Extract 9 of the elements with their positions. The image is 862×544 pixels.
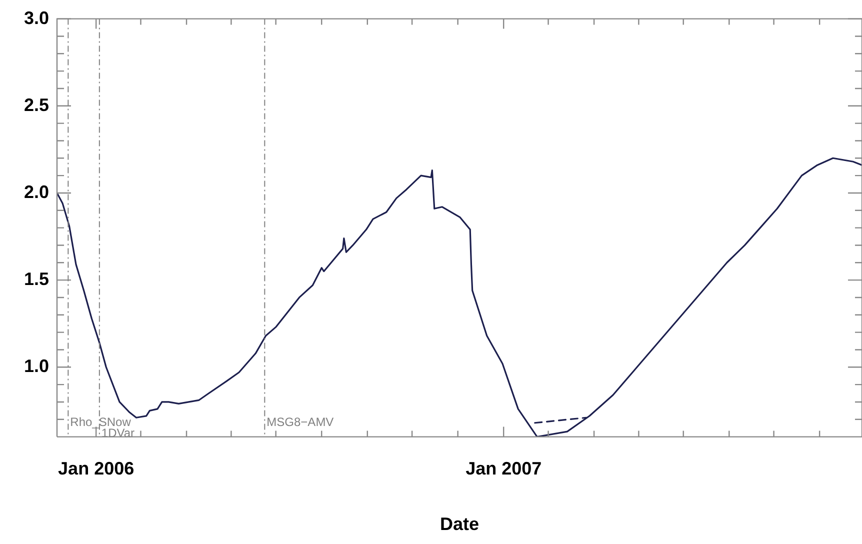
y-tick-label: 1.0 [24,356,49,376]
x-tick-label: Jan 2007 [466,458,542,479]
x-axis-title: Date [440,514,480,534]
y-tick-label: 1.5 [24,269,49,290]
x-tick-label: Jan 2006 [58,458,134,479]
ref-line-label: MSG8−AMV [266,414,334,429]
y-tick-label: 3.0 [24,8,49,28]
y-tick-label: 2.0 [24,182,49,202]
y-tick-label: 2.5 [24,94,49,115]
